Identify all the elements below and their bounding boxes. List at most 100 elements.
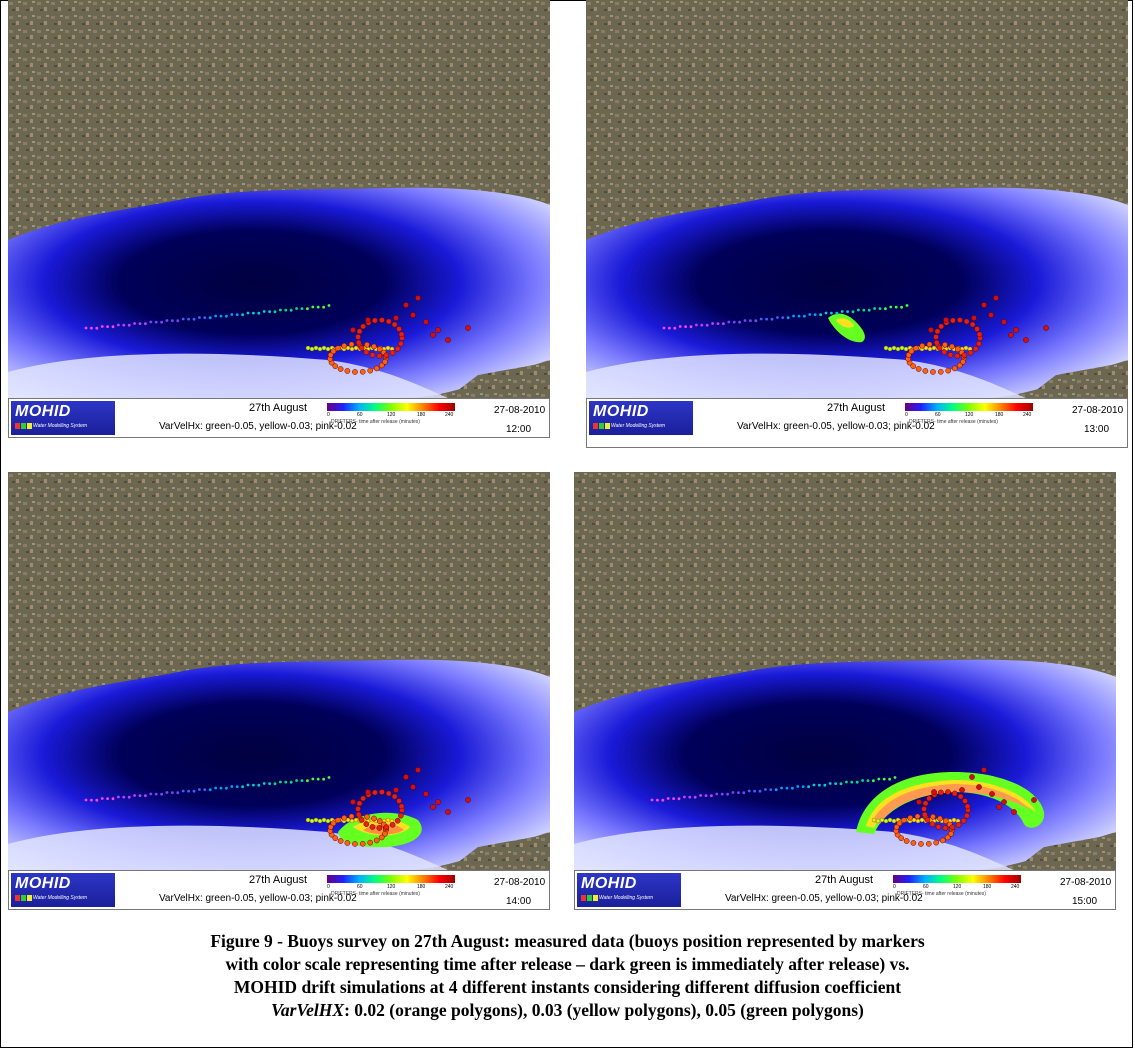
drifter-marker bbox=[176, 791, 180, 795]
map-view bbox=[586, 0, 1128, 398]
drifter-markers bbox=[84, 767, 471, 847]
drifter-marker bbox=[230, 785, 234, 788]
drifter-marker bbox=[235, 785, 239, 788]
drifter-marker bbox=[887, 346, 893, 352]
drifter-marker bbox=[963, 345, 969, 351]
drifter-marker bbox=[951, 365, 958, 372]
drifter-marker bbox=[445, 809, 451, 815]
mohid-logo: MOHID Water Modelling System bbox=[11, 401, 115, 435]
colorbar-tick: 0 bbox=[327, 412, 330, 418]
drifter-marker bbox=[394, 817, 401, 824]
map-view bbox=[574, 472, 1116, 870]
south-shore bbox=[448, 362, 550, 398]
drifter-marker bbox=[117, 795, 120, 799]
colorbar-tick: 240 bbox=[1023, 412, 1032, 418]
drifter-marker bbox=[95, 326, 99, 330]
drifter-marker bbox=[127, 795, 131, 799]
drifter-markers bbox=[662, 295, 1049, 375]
drifter-marker bbox=[306, 307, 309, 311]
drifter-marker bbox=[673, 326, 677, 330]
drifter-marker bbox=[262, 310, 266, 313]
drifter-marker bbox=[938, 789, 944, 796]
drifter-marker bbox=[289, 780, 293, 784]
colorbar-caption: DRIFTERS- time after release (minutes) bbox=[909, 419, 998, 425]
drifter-marker bbox=[363, 349, 370, 355]
drifter-marker bbox=[754, 319, 758, 323]
drifter-marker bbox=[891, 818, 897, 824]
colorbar-caption: DRIFTERS- time after release (minutes) bbox=[897, 891, 986, 897]
drifter-marker bbox=[781, 316, 785, 319]
drifter-marker bbox=[355, 334, 361, 340]
drifter-marker bbox=[981, 302, 987, 308]
logo-square-icon bbox=[21, 895, 26, 901]
drifter-marker bbox=[807, 785, 810, 789]
drifter-marker bbox=[268, 782, 271, 785]
drifter-marker bbox=[445, 337, 451, 343]
drifter-marker bbox=[785, 786, 789, 790]
drifter-marker bbox=[300, 779, 304, 782]
drifter-marker bbox=[931, 789, 937, 795]
drifter-marker bbox=[780, 786, 783, 790]
drifter-marker bbox=[813, 313, 817, 316]
logo-square-icon bbox=[21, 423, 26, 429]
drifter-marker bbox=[435, 327, 441, 333]
panel-1300: MOHID Water Modelling System 27th August… bbox=[586, 0, 1128, 448]
drifter-marker bbox=[688, 795, 692, 799]
drifter-marker bbox=[937, 368, 944, 375]
drifter-marker bbox=[154, 792, 158, 796]
drifter-marker bbox=[711, 322, 714, 325]
drifter-marker bbox=[378, 362, 385, 369]
drifter-marker bbox=[662, 326, 666, 330]
drifter-marker bbox=[770, 317, 774, 321]
drifter-marker bbox=[365, 789, 371, 795]
drifter-marker bbox=[246, 311, 250, 315]
drifter-marker bbox=[861, 779, 864, 782]
drifter-marker bbox=[311, 305, 315, 309]
drifter-marker bbox=[976, 331, 983, 338]
drifter-marker bbox=[230, 313, 234, 316]
drifter-marker bbox=[385, 318, 392, 325]
drifter-marker bbox=[944, 834, 951, 841]
drifter-marker bbox=[385, 345, 391, 351]
map-view bbox=[8, 0, 550, 398]
drifter-marker bbox=[919, 342, 926, 349]
drifter-marker bbox=[198, 788, 201, 791]
drifter-marker bbox=[705, 323, 709, 327]
drifter-marker bbox=[353, 345, 359, 351]
drifter-marker bbox=[358, 345, 365, 351]
drifter-marker bbox=[695, 323, 698, 327]
drifter-marker bbox=[928, 327, 934, 333]
drifter-marker bbox=[857, 308, 860, 312]
drifter-marker bbox=[931, 345, 937, 351]
drifter-marker bbox=[974, 326, 980, 332]
drifter-marker bbox=[851, 310, 855, 314]
drifter-marker bbox=[907, 814, 914, 821]
drifter-marker bbox=[410, 312, 416, 318]
drifter-marker bbox=[942, 341, 948, 348]
drifter-marker bbox=[878, 307, 882, 310]
varvel-legend: VarVelHx: green-0.05, yellow-0.03; pink-… bbox=[159, 893, 357, 904]
drifter-marker bbox=[939, 837, 946, 844]
drifter-marker bbox=[914, 813, 921, 820]
drifter-marker bbox=[360, 323, 367, 330]
info-bar: MOHID Water Modelling System 27th August… bbox=[574, 870, 1116, 910]
drifter-marker bbox=[311, 777, 315, 781]
caption-line: MOHID drift simulations at 4 different i… bbox=[233, 977, 902, 997]
drifter-marker bbox=[389, 821, 396, 828]
shallow-water bbox=[586, 353, 1026, 398]
varvel-legend: VarVelHx: green-0.05, yellow-0.03; pink-… bbox=[737, 421, 935, 432]
drifter-marker bbox=[379, 317, 385, 323]
drifter-marker bbox=[871, 817, 877, 823]
drifter-marker bbox=[371, 815, 377, 822]
drifter-marker bbox=[350, 799, 356, 805]
drifter-marker bbox=[996, 804, 1002, 810]
drifter-marker bbox=[818, 783, 821, 787]
time-label: 13:00 bbox=[1084, 424, 1110, 435]
panel-1500: MOHID Water Modelling System 27th August… bbox=[574, 472, 1116, 910]
drifter-marker bbox=[1013, 327, 1019, 333]
logo-subtitle: Water Modelling System bbox=[599, 895, 654, 901]
colorbar-tick: 120 bbox=[965, 412, 974, 418]
drifter-marker bbox=[327, 776, 331, 779]
varvel-legend: VarVelHx: green-0.05, yellow-0.03; pink-… bbox=[725, 893, 923, 904]
